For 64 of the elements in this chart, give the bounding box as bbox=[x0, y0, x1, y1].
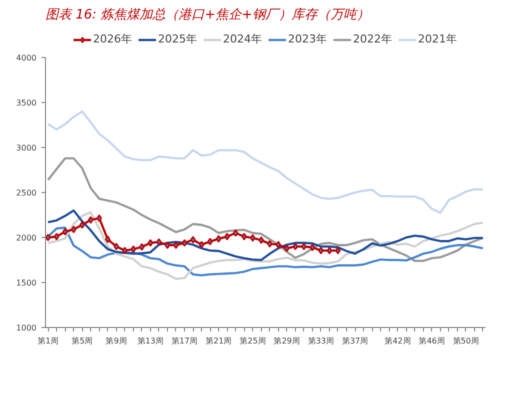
point bbox=[198, 240, 204, 248]
point bbox=[276, 240, 282, 248]
point bbox=[96, 214, 102, 222]
x-tick-label: 第17周 bbox=[171, 336, 198, 346]
point bbox=[148, 239, 154, 247]
point bbox=[62, 228, 68, 236]
y-tick-label: 3000 bbox=[16, 144, 36, 152]
point bbox=[114, 242, 120, 250]
x-tick-label: 第9周 bbox=[106, 336, 127, 346]
point bbox=[267, 240, 273, 248]
point bbox=[156, 238, 162, 246]
point bbox=[284, 244, 290, 252]
chart-title: 图表 16: 炼焦煤加总（港口+焦企+钢厂）库存（万吨） bbox=[46, 8, 370, 22]
line-series bbox=[46, 157, 484, 262]
y-tick-label: 1000 bbox=[16, 324, 36, 332]
x-tick-label: 第25周 bbox=[240, 336, 266, 346]
point bbox=[258, 236, 264, 244]
x-tick-label: 第29周 bbox=[274, 336, 300, 346]
point bbox=[224, 232, 230, 240]
line-series bbox=[46, 209, 484, 262]
line-series bbox=[46, 211, 484, 280]
y-tick-label: 1500 bbox=[16, 278, 36, 288]
x-tick-label: 第50周 bbox=[452, 336, 479, 346]
legend-label: 2026年 bbox=[93, 32, 132, 46]
legend-label: 2024年 bbox=[223, 32, 262, 46]
point bbox=[326, 246, 332, 254]
x-tick-label: 第42周 bbox=[384, 336, 411, 346]
point bbox=[241, 232, 247, 240]
line-series bbox=[46, 110, 484, 214]
point bbox=[301, 242, 307, 250]
point bbox=[207, 238, 213, 246]
point bbox=[216, 235, 222, 243]
y-tick-label: 4000 bbox=[16, 54, 36, 62]
point bbox=[292, 242, 298, 250]
x-tick-label: 第21周 bbox=[206, 336, 232, 346]
point bbox=[318, 246, 324, 254]
x-tick-label: 第1周 bbox=[38, 336, 59, 346]
x-tick-label: 第5周 bbox=[72, 336, 93, 346]
y-tick-label: 2000 bbox=[16, 234, 36, 242]
legend-label: 2021年 bbox=[418, 32, 457, 46]
x-tick-label: 第46周 bbox=[418, 336, 445, 346]
point bbox=[139, 243, 145, 251]
point bbox=[310, 244, 316, 252]
point bbox=[70, 226, 76, 234]
point bbox=[335, 246, 341, 254]
point bbox=[130, 245, 136, 253]
legend-label: 2023年 bbox=[288, 32, 327, 46]
point bbox=[182, 239, 188, 247]
point bbox=[250, 234, 256, 242]
point bbox=[173, 241, 179, 249]
legend-label: 2025年 bbox=[158, 32, 197, 46]
legend-label: 2022年 bbox=[353, 32, 392, 46]
x-tick-label: 第13周 bbox=[137, 336, 164, 346]
point bbox=[54, 232, 60, 240]
point bbox=[232, 229, 238, 237]
point bbox=[190, 236, 196, 244]
point bbox=[88, 216, 94, 224]
point bbox=[164, 241, 170, 249]
x-tick-label: 第37周 bbox=[342, 336, 368, 346]
y-tick-label: 3500 bbox=[16, 98, 36, 108]
point bbox=[122, 246, 128, 254]
x-tick-label: 第33周 bbox=[308, 336, 334, 346]
y-tick-label: 2500 bbox=[16, 188, 36, 198]
point bbox=[79, 221, 85, 229]
